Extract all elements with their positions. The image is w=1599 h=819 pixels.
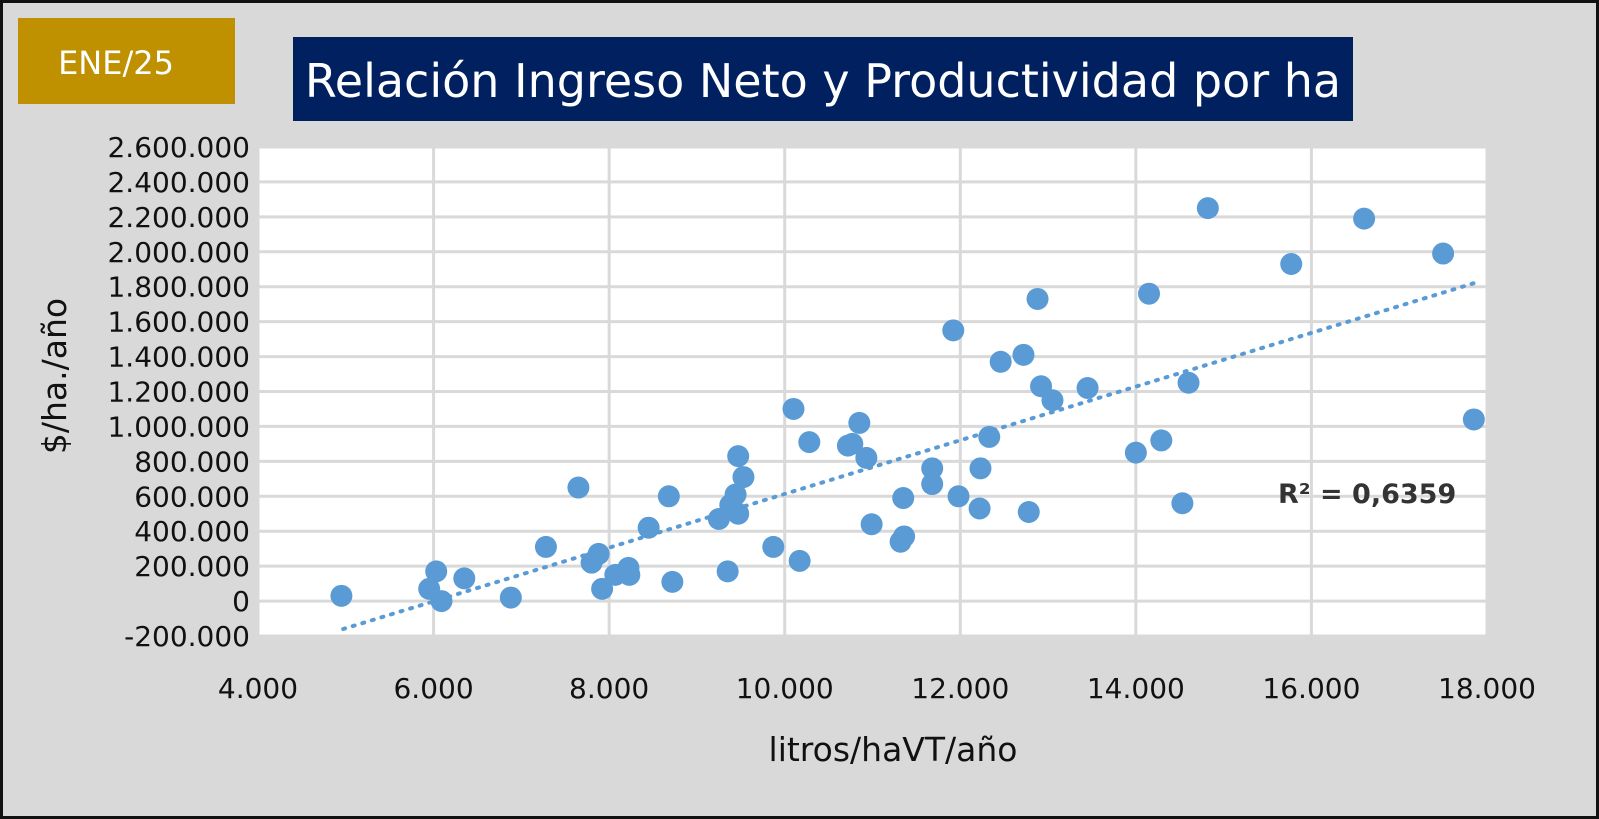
data-point: [1177, 371, 1200, 394]
x-tick-label: 16.000: [1262, 672, 1360, 705]
y-tick-label: 2.200.000: [107, 201, 250, 234]
x-tick-label: 14.000: [1087, 672, 1185, 705]
data-point: [1171, 492, 1194, 515]
y-axis-title: $/ha./año: [35, 298, 74, 454]
data-point: [1026, 287, 1049, 310]
data-point: [453, 567, 476, 590]
y-tick-label: -200.000: [124, 620, 250, 653]
y-tick-label: 1.400.000: [107, 341, 250, 374]
data-point: [1124, 441, 1147, 464]
x-tick-label: 4.000: [218, 672, 298, 705]
y-tick-label: 2.000.000: [107, 236, 250, 269]
data-point: [716, 560, 739, 583]
data-point: [430, 590, 453, 613]
data-point: [921, 457, 944, 480]
y-tick-label: 1.800.000: [107, 271, 250, 304]
data-point: [657, 485, 680, 508]
data-point: [798, 431, 821, 454]
data-point: [1280, 253, 1303, 276]
data-point: [591, 577, 614, 600]
trendline: [341, 281, 1476, 632]
data-point: [841, 432, 864, 455]
data-points: [330, 197, 1485, 613]
data-point: [921, 473, 944, 496]
x-axis-ticks: 4.000 6.000 8.000 10.000 12.000 14.000 16.000 1…: [218, 672, 1536, 705]
period-badge: [18, 18, 235, 104]
data-point: [534, 535, 557, 558]
data-point: [978, 425, 1001, 448]
data-point: [848, 411, 871, 434]
data-point: [893, 525, 916, 548]
data-point: [1012, 343, 1035, 366]
data-point: [330, 584, 353, 607]
data-point: [989, 350, 1012, 373]
data-point: [788, 549, 811, 572]
data-point: [499, 586, 522, 609]
y-tick-label: 0: [232, 585, 250, 618]
grid-lines: [256, 145, 1489, 638]
data-point: [587, 542, 610, 565]
data-point: [1353, 207, 1376, 230]
data-point: [1462, 408, 1485, 431]
data-point: [727, 445, 750, 468]
data-point: [947, 485, 970, 508]
y-tick-label: 2.600.000: [107, 131, 250, 164]
data-point: [727, 502, 750, 525]
data-point: [1150, 429, 1173, 452]
period-badge-label: ENE/25: [58, 44, 174, 82]
data-point: [968, 497, 991, 520]
data-point: [732, 466, 755, 489]
y-tick-label: 800.000: [134, 445, 250, 478]
data-point: [1017, 501, 1040, 524]
data-point: [942, 319, 965, 342]
data-point: [1041, 389, 1064, 412]
x-tick-label: 6.000: [393, 672, 473, 705]
data-point: [661, 570, 684, 593]
title-box: [293, 37, 1353, 121]
y-tick-label: 2.400.000: [107, 166, 250, 199]
data-point: [860, 513, 883, 536]
data-point: [637, 516, 660, 539]
y-tick-label: 200.000: [134, 550, 250, 583]
y-tick-label: 400.000: [134, 515, 250, 548]
data-point: [567, 476, 590, 499]
data-point: [782, 397, 805, 420]
data-point: [855, 446, 878, 469]
x-tick-label: 10.000: [736, 672, 834, 705]
data-point: [1076, 377, 1099, 400]
data-point: [892, 487, 915, 510]
y-tick-label: 600.000: [134, 480, 250, 513]
y-tick-label: 1.000.000: [107, 410, 250, 443]
data-point: [1138, 282, 1161, 305]
data-point: [724, 483, 747, 506]
x-tick-label: 8.000: [569, 672, 649, 705]
data-point: [1196, 197, 1219, 220]
x-axis-title: litros/haVT/año: [769, 730, 1018, 769]
data-point: [425, 560, 448, 583]
y-tick-label: 1.200.000: [107, 376, 250, 409]
y-axis-ticks: -200.0000200.000400.000600.000800.0001.0…: [107, 131, 250, 653]
data-point: [1432, 242, 1455, 265]
y-tick-label: 1.600.000: [107, 306, 250, 339]
r2-label: R² = 0,6359: [1278, 479, 1456, 510]
chart-title: Relación Ingreso Neto y Productividad po…: [305, 54, 1341, 108]
data-point: [969, 457, 992, 480]
x-tick-label: 18.000: [1438, 672, 1536, 705]
data-point: [618, 563, 641, 586]
data-point: [762, 535, 785, 558]
x-tick-label: 12.000: [911, 672, 1009, 705]
